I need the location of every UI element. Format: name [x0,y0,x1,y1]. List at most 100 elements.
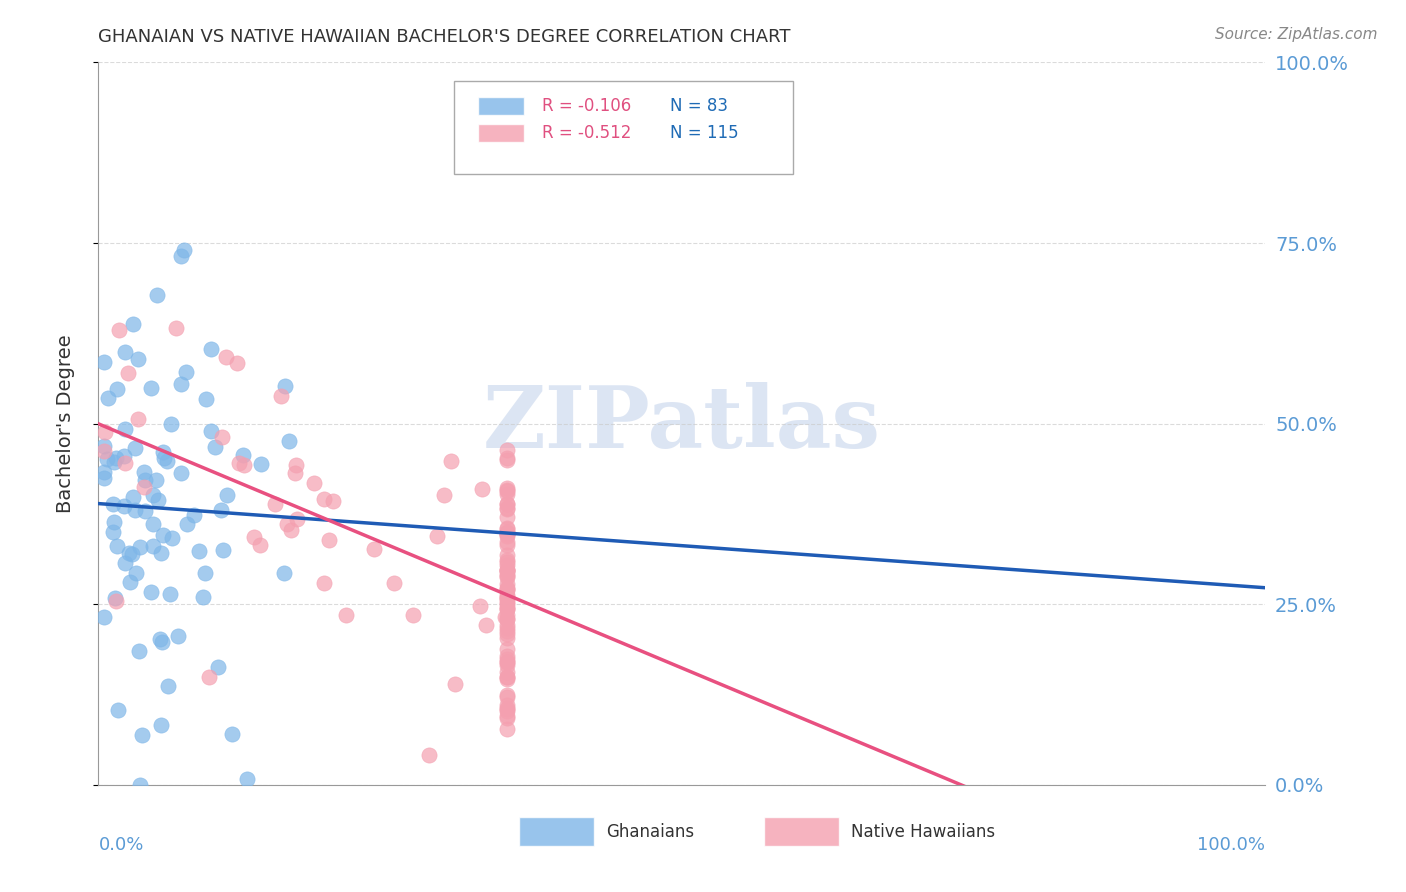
Point [107,323,129,337]
Point [264,497,287,511]
Point [142,516,165,531]
Point [134,473,156,487]
Point [496,672,519,686]
Point [194,566,217,581]
Point [114,556,136,570]
Point [149,546,172,560]
Point [197,669,219,683]
Text: N = 115: N = 115 [671,123,740,142]
Point [496,704,519,718]
Point [93,439,115,453]
Point [225,356,247,370]
Point [170,249,193,263]
Point [496,655,519,669]
Point [496,568,519,582]
Point [496,711,519,725]
Point [142,488,165,502]
Point [215,488,238,502]
Point [496,581,519,595]
Point [496,648,519,663]
Point [228,456,250,470]
FancyBboxPatch shape [454,80,793,175]
Point [152,450,174,465]
Point [211,430,233,444]
Point [276,517,298,532]
Point [107,703,129,717]
Point [496,451,519,466]
Point [496,555,519,569]
Point [284,466,307,480]
Point [101,497,124,511]
Text: Native Hawaiians: Native Hawaiians [851,823,995,841]
Point [274,378,297,392]
Point [236,772,259,787]
Point [496,602,519,616]
Point [96,451,118,466]
Point [496,497,519,511]
Point [250,457,273,471]
Point [496,655,519,669]
Point [173,243,195,257]
Point [496,698,519,712]
Point [183,508,205,523]
Point [496,526,519,541]
Point [496,525,519,540]
Point [496,709,519,723]
Point [243,530,266,544]
Point [402,608,425,623]
Point [470,599,492,614]
Point [127,411,149,425]
Point [496,665,519,679]
Text: GHANAIAN VS NATIVE HAWAIIAN BACHELOR'S DEGREE CORRELATION CHART: GHANAIAN VS NATIVE HAWAIIAN BACHELOR'S D… [98,28,792,45]
Point [211,503,233,517]
Point [496,594,519,608]
Point [152,528,174,542]
Point [93,465,115,479]
Point [496,482,519,496]
Point [187,543,209,558]
Point [93,444,115,458]
Point [302,475,325,490]
Text: Ghanaians: Ghanaians [606,823,695,841]
Point [105,594,128,608]
Point [496,567,519,582]
Point [496,670,519,684]
Point [165,321,187,335]
Point [170,377,193,392]
Point [93,425,115,440]
Point [496,570,519,584]
Point [496,487,519,501]
Point [104,450,127,465]
Point [496,591,519,605]
Point [496,641,519,656]
Point [322,494,344,508]
Point [139,585,162,599]
Point [496,582,519,597]
Point [273,566,295,581]
Point [278,434,301,449]
Point [114,456,136,470]
Point [121,490,143,504]
Text: 0.0%: 0.0% [98,836,143,854]
Point [149,632,172,646]
Point [121,318,143,332]
Point [125,566,148,580]
Point [496,652,519,666]
Point [285,512,308,526]
Y-axis label: Bachelor's Degree: Bachelor's Degree [56,334,75,513]
Point [149,718,172,732]
FancyBboxPatch shape [478,97,524,115]
Point [335,608,357,623]
Point [496,597,519,611]
Point [496,657,519,672]
Point [496,618,519,632]
Point [103,455,125,469]
Point [112,449,135,463]
Point [150,635,173,649]
Point [496,502,519,516]
Point [496,588,519,602]
Point [418,748,440,763]
Point [221,727,243,741]
Point [249,538,271,552]
Point [363,542,385,557]
